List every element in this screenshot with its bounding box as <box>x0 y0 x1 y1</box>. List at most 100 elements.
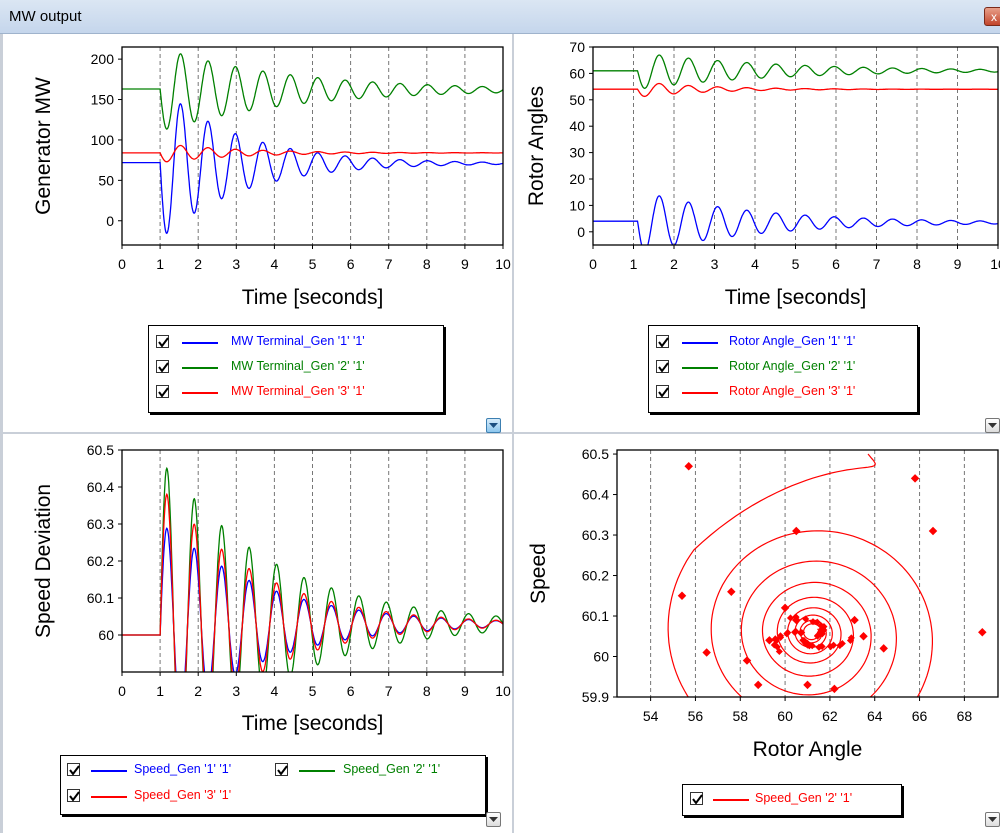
checkbox[interactable] <box>67 763 80 776</box>
series-swatch <box>682 342 718 344</box>
window-title: MW output <box>9 8 82 25</box>
y-tick-label: 60.2 <box>87 553 114 569</box>
y-tick-label: 50 <box>569 92 585 108</box>
x-tick-label: 58 <box>732 708 748 724</box>
checkbox[interactable] <box>156 385 169 398</box>
data-point <box>838 639 846 648</box>
x-tick-label: 3 <box>232 683 240 699</box>
x-tick-label: 9 <box>461 256 469 272</box>
series-group <box>593 54 998 245</box>
legend-phase: Speed_Gen '2' '1' <box>682 784 902 816</box>
series-swatch <box>299 770 335 772</box>
checkbox[interactable] <box>690 792 703 805</box>
data-point <box>742 656 752 665</box>
checkbox[interactable] <box>67 789 80 802</box>
series-line <box>122 103 503 235</box>
data-point <box>879 644 888 653</box>
series-line <box>122 53 503 130</box>
x-tick-label: 5 <box>309 683 317 699</box>
series-swatch <box>682 392 718 394</box>
checkbox[interactable] <box>656 360 669 373</box>
legend-item-phase-gen2[interactable]: Speed_Gen '2' '1' <box>683 789 901 811</box>
legend-item-mw-gen1[interactable]: MW Terminal_Gen '1' '1' <box>149 332 443 354</box>
x-tick-label: 8 <box>913 256 921 272</box>
close-icon[interactable]: x <box>984 7 1000 26</box>
x-axis-label: Time [seconds] <box>242 286 384 309</box>
series-line <box>122 466 503 672</box>
series-group <box>667 453 987 697</box>
data-point <box>978 627 987 637</box>
x-axis-label: Time [seconds] <box>242 712 384 735</box>
legend-item-mw-gen2[interactable]: MW Terminal_Gen '2' '1' <box>149 357 443 379</box>
x-tick-label: 4 <box>271 256 279 272</box>
x-tick-label: 5 <box>309 256 317 272</box>
data-point <box>783 630 791 638</box>
checkmark-icon <box>69 765 80 776</box>
x-tick-label: 10 <box>495 256 511 272</box>
chevron-down-icon[interactable] <box>486 812 501 827</box>
data-point <box>780 603 790 613</box>
x-axis-label: Time [seconds] <box>725 286 867 309</box>
chart-4: 54 56 58 60 62 64 66 68 59.9 60 60.1 60.2 60.3 60.4 60… <box>527 446 999 761</box>
checkbox[interactable] <box>656 335 669 348</box>
chevron-down-icon[interactable] <box>985 418 1000 433</box>
y-tick-label: 40 <box>569 118 585 134</box>
legend-item-speed-gen2[interactable]: Speed_Gen '2' '1' <box>273 760 485 782</box>
series-line <box>593 195 998 245</box>
data-point <box>773 643 781 651</box>
x-tick-label: 62 <box>822 708 838 724</box>
legend-item-rotor-gen2[interactable]: Rotor Angle_Gen '2' '1' <box>649 357 917 379</box>
data-point <box>677 591 687 601</box>
y-axis-label: Rotor Angles <box>525 86 548 206</box>
x-tick-label: 3 <box>232 256 240 272</box>
x-tick-label: 7 <box>385 256 393 272</box>
checkmark-icon <box>658 387 669 398</box>
checkbox[interactable] <box>156 360 169 373</box>
series-group <box>122 53 503 235</box>
legend-item-rotor-gen1[interactable]: Rotor Angle_Gen '1' '1' <box>649 332 917 354</box>
data-point <box>792 613 800 621</box>
y-axis-label: Generator MW <box>32 77 55 215</box>
legend-speed-deviation: Speed_Gen '1' '1' Speed_Gen '2' '1' Spee… <box>60 755 486 815</box>
x-tick-label: 1 <box>156 683 164 699</box>
legend-item-speed-gen3[interactable]: Speed_Gen '3' '1' <box>61 786 276 808</box>
y-tick-label: 60.4 <box>87 479 114 495</box>
y-tick-label: 60.4 <box>582 487 609 503</box>
checkbox[interactable] <box>156 335 169 348</box>
legend-item-mw-gen3[interactable]: MW Terminal_Gen '3' '1' <box>149 382 443 404</box>
y-tick-label: 60.2 <box>582 568 609 584</box>
data-point <box>753 680 763 690</box>
checkbox[interactable] <box>275 763 288 776</box>
x-tick-label: 0 <box>118 256 126 272</box>
y-axis-label: Speed <box>527 543 550 604</box>
chevron-down-icon[interactable] <box>486 418 501 433</box>
data-point <box>859 632 868 641</box>
x-tick-label: 56 <box>688 708 704 724</box>
y-tick-label: 60.5 <box>87 442 114 458</box>
legend-label: Rotor Angle_Gen '1' '1' <box>729 334 856 348</box>
x-tick-label: 60 <box>777 708 793 724</box>
chevron-down-icon[interactable] <box>985 812 1000 827</box>
x-tick-label: 10 <box>495 683 511 699</box>
y-tick-label: 100 <box>91 132 115 148</box>
data-point <box>786 614 795 622</box>
legend-item-speed-gen1[interactable]: Speed_Gen '1' '1' <box>61 760 276 782</box>
y-tick-label: 60 <box>569 65 585 81</box>
legend-item-rotor-gen3[interactable]: Rotor Angle_Gen '3' '1' <box>649 382 917 404</box>
checkbox[interactable] <box>656 385 669 398</box>
x-tick-label: 4 <box>751 256 759 272</box>
panel-divider-horizontal[interactable] <box>0 432 1000 434</box>
legend-label: Rotor Angle_Gen '2' '1' <box>729 359 856 373</box>
x-tick-label: 9 <box>461 683 469 699</box>
y-tick-label: 60.3 <box>87 516 114 532</box>
data-point <box>847 634 855 642</box>
y-tick-label: 0 <box>577 224 585 240</box>
x-tick-label: 2 <box>194 256 202 272</box>
x-tick-label: 68 <box>957 708 973 724</box>
legend-label: Speed_Gen '2' '1' <box>343 762 441 776</box>
x-tick-label: 6 <box>347 256 355 272</box>
x-axis-label: Rotor Angle <box>753 738 863 761</box>
y-tick-label: 150 <box>91 92 115 108</box>
